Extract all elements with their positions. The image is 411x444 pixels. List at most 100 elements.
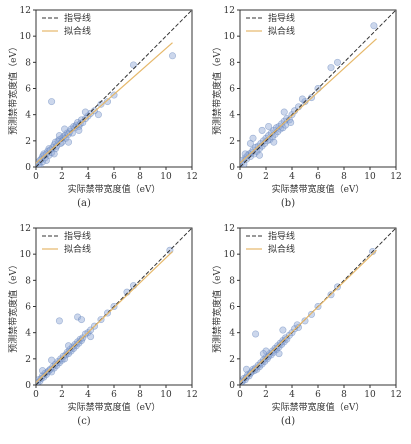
- data-point: [280, 108, 288, 116]
- data-point: [38, 367, 46, 375]
- y-tick-label: 4: [25, 111, 31, 121]
- x-tick-label: 10: [364, 390, 376, 400]
- subplot-1: 0 2 4 6 8 10 12 0 2 4 6 8 10 12 实际禁带宽度值（eV） 预测禁带宽度值（eV）…: [211, 6, 402, 209]
- data-point: [42, 156, 50, 164]
- data-point: [301, 317, 309, 325]
- data-point: [130, 282, 138, 290]
- data-point: [280, 117, 288, 125]
- data-point: [279, 326, 287, 334]
- x-axis-label: 实际禁带宽度值（eV）: [68, 401, 161, 413]
- data-point: [258, 126, 266, 134]
- x-tick-label: 2: [59, 172, 65, 182]
- y-tick-label: 0: [229, 163, 235, 173]
- data-point: [48, 356, 56, 364]
- data-point: [298, 95, 306, 103]
- y-tick-label: 6: [25, 85, 31, 95]
- x-tick-label: 4: [85, 390, 91, 400]
- legend-guide-label: 指导线: [268, 12, 295, 24]
- y-axis-label: 预测禁带宽度值（eV）: [211, 260, 223, 353]
- legend-fit-label: 拟合线: [268, 243, 295, 255]
- data-point: [75, 339, 83, 347]
- data-point: [78, 316, 86, 324]
- y-tick-label: 10: [20, 250, 32, 260]
- data-point: [169, 52, 177, 60]
- data-point: [252, 330, 260, 338]
- x-tick-label: 12: [186, 172, 197, 182]
- data-point: [130, 61, 138, 69]
- y-tick-label: 10: [224, 250, 236, 260]
- x-tick-label: 0: [33, 172, 39, 182]
- y-tick-label: 8: [229, 58, 235, 68]
- data-point: [74, 313, 82, 321]
- data-point: [94, 111, 102, 119]
- legend-fit-label: 拟合线: [64, 243, 91, 255]
- x-tick-label: 10: [364, 172, 376, 182]
- x-tick-label: 6: [315, 172, 321, 182]
- panel-label: (d): [281, 416, 295, 427]
- data-point: [55, 132, 63, 140]
- y-axis-label: 预测禁带宽度值（eV）: [211, 42, 223, 135]
- data-point: [81, 108, 89, 116]
- data-point: [333, 58, 341, 66]
- x-tick-label: 12: [390, 390, 401, 400]
- plot-area: [36, 10, 192, 167]
- legend-guide-label: 指导线: [64, 230, 91, 242]
- x-tick-label: 8: [137, 172, 143, 182]
- legend-guide-label: 指导线: [64, 12, 91, 24]
- data-point: [278, 120, 286, 128]
- x-tick-label: 4: [289, 172, 295, 182]
- data-point: [275, 350, 283, 358]
- y-tick-label: 2: [229, 137, 235, 147]
- plot-area: [36, 228, 192, 385]
- data-point: [87, 333, 95, 341]
- y-tick-label: 4: [25, 329, 31, 339]
- x-tick-label: 10: [160, 390, 172, 400]
- data-point: [283, 335, 291, 343]
- x-tick-label: 4: [289, 390, 295, 400]
- panel-label: (b): [281, 198, 295, 209]
- data-point: [327, 64, 335, 72]
- y-tick-label: 12: [20, 6, 31, 16]
- data-point: [65, 138, 73, 146]
- guide-line: [36, 228, 192, 385]
- y-tick-label: 0: [25, 381, 31, 391]
- x-tick-label: 0: [33, 390, 39, 400]
- y-axis-label: 预测禁带宽度值（eV）: [7, 260, 19, 353]
- y-tick-label: 2: [229, 355, 235, 365]
- y-tick-label: 4: [229, 111, 235, 121]
- x-axis-label: 实际禁带宽度值（eV）: [272, 401, 365, 413]
- data-point: [50, 150, 58, 158]
- data-point: [255, 151, 263, 159]
- x-tick-label: 6: [111, 390, 117, 400]
- x-tick-label: 2: [59, 390, 65, 400]
- data-point: [307, 310, 315, 318]
- data-point: [55, 317, 63, 325]
- y-tick-label: 0: [229, 381, 235, 391]
- x-tick-label: 6: [315, 390, 321, 400]
- data-point: [48, 98, 56, 106]
- legend-fit-label: 拟合线: [268, 25, 295, 37]
- x-tick-label: 8: [341, 390, 347, 400]
- data-point: [243, 365, 251, 373]
- data-point: [249, 146, 257, 154]
- fit-line: [36, 42, 173, 164]
- y-tick-label: 2: [25, 355, 31, 365]
- y-tick-label: 8: [229, 276, 235, 286]
- subplot-3: 0 2 4 6 8 10 12 0 2 4 6 8 10 12 实际禁带宽度值（eV） 预测禁带宽度值（eV）…: [211, 224, 402, 427]
- x-axis-label: 实际禁带宽度值（eV）: [68, 183, 161, 195]
- y-tick-label: 10: [224, 32, 236, 42]
- y-tick-label: 4: [229, 329, 235, 339]
- data-point: [62, 134, 70, 142]
- y-tick-label: 6: [25, 303, 31, 313]
- data-point: [84, 112, 92, 120]
- x-tick-label: 0: [237, 390, 243, 400]
- data-point: [104, 98, 112, 106]
- data-point: [287, 119, 295, 127]
- plot-area: [240, 10, 396, 167]
- x-tick-label: 12: [390, 172, 401, 182]
- y-tick-label: 12: [20, 224, 31, 234]
- y-tick-label: 8: [25, 58, 31, 68]
- y-axis-label: 预测禁带宽度值（eV）: [7, 42, 19, 135]
- y-tick-label: 2: [25, 137, 31, 147]
